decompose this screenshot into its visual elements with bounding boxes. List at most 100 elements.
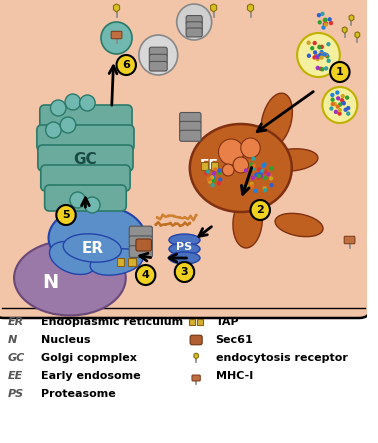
Text: N: N — [8, 335, 17, 345]
Circle shape — [207, 177, 211, 182]
Ellipse shape — [190, 124, 292, 212]
Circle shape — [314, 54, 318, 58]
Circle shape — [211, 174, 215, 179]
Circle shape — [324, 53, 329, 57]
Circle shape — [270, 183, 274, 187]
Text: 2: 2 — [256, 205, 264, 215]
FancyBboxPatch shape — [129, 246, 152, 257]
Circle shape — [217, 168, 222, 173]
Circle shape — [318, 45, 322, 50]
Ellipse shape — [169, 234, 200, 246]
Ellipse shape — [169, 252, 200, 264]
Circle shape — [267, 173, 272, 178]
Circle shape — [222, 164, 234, 176]
Circle shape — [208, 179, 212, 184]
Ellipse shape — [50, 241, 96, 275]
Circle shape — [258, 172, 262, 177]
Circle shape — [56, 205, 76, 225]
Circle shape — [330, 93, 335, 97]
FancyBboxPatch shape — [186, 16, 202, 24]
Circle shape — [342, 101, 346, 105]
Circle shape — [178, 216, 181, 219]
Circle shape — [257, 175, 261, 180]
Circle shape — [316, 57, 320, 61]
Circle shape — [260, 169, 265, 173]
FancyBboxPatch shape — [190, 335, 202, 345]
FancyBboxPatch shape — [186, 28, 202, 37]
Circle shape — [172, 214, 175, 218]
Text: Golgi copmplex: Golgi copmplex — [41, 353, 137, 363]
Circle shape — [262, 186, 267, 190]
Circle shape — [51, 100, 66, 116]
Circle shape — [218, 177, 222, 182]
Text: 4: 4 — [142, 270, 150, 280]
Circle shape — [263, 188, 267, 192]
Circle shape — [251, 176, 255, 180]
Text: TAP: TAP — [215, 317, 239, 327]
Circle shape — [84, 197, 100, 213]
Text: ER: ER — [8, 317, 24, 327]
Circle shape — [346, 106, 350, 110]
Circle shape — [338, 102, 342, 107]
Circle shape — [175, 262, 194, 282]
Circle shape — [330, 97, 335, 102]
Circle shape — [161, 214, 164, 217]
Circle shape — [189, 215, 192, 218]
Circle shape — [307, 54, 311, 58]
Circle shape — [327, 58, 331, 63]
Circle shape — [326, 42, 330, 47]
Circle shape — [183, 222, 186, 224]
Circle shape — [252, 164, 256, 168]
Circle shape — [346, 112, 350, 116]
Polygon shape — [197, 319, 203, 325]
Circle shape — [319, 52, 324, 56]
Text: endocytosis receptor: endocytosis receptor — [215, 353, 347, 363]
FancyBboxPatch shape — [45, 185, 126, 211]
Circle shape — [315, 55, 319, 59]
FancyBboxPatch shape — [180, 130, 201, 141]
Circle shape — [319, 50, 324, 54]
Text: Proteasome: Proteasome — [41, 389, 116, 399]
Circle shape — [341, 100, 345, 105]
Circle shape — [340, 98, 344, 102]
Circle shape — [317, 13, 321, 17]
Circle shape — [249, 163, 253, 167]
Circle shape — [257, 174, 261, 178]
Circle shape — [324, 53, 328, 57]
Bar — [0, 308, 367, 443]
Circle shape — [324, 66, 328, 70]
Circle shape — [263, 176, 267, 180]
Circle shape — [323, 18, 327, 23]
FancyBboxPatch shape — [149, 54, 167, 64]
Text: EE: EE — [8, 371, 23, 381]
Circle shape — [218, 139, 244, 165]
Circle shape — [333, 102, 337, 106]
Circle shape — [318, 20, 322, 24]
Text: Nucleus: Nucleus — [41, 335, 90, 345]
Circle shape — [244, 168, 248, 173]
Circle shape — [320, 12, 325, 16]
Circle shape — [177, 4, 212, 40]
Circle shape — [101, 22, 132, 54]
Circle shape — [167, 214, 170, 218]
FancyBboxPatch shape — [180, 113, 201, 124]
Text: Sec61: Sec61 — [215, 335, 253, 345]
Circle shape — [257, 167, 262, 172]
Circle shape — [318, 53, 322, 58]
Ellipse shape — [265, 149, 318, 171]
Circle shape — [322, 87, 357, 123]
Circle shape — [335, 90, 339, 95]
Circle shape — [338, 108, 342, 113]
Circle shape — [345, 95, 349, 100]
FancyBboxPatch shape — [344, 236, 355, 244]
Circle shape — [259, 174, 263, 179]
Circle shape — [297, 33, 340, 77]
Circle shape — [325, 54, 330, 58]
Circle shape — [328, 17, 332, 22]
Circle shape — [313, 41, 317, 45]
Circle shape — [213, 167, 217, 172]
Circle shape — [344, 108, 348, 112]
Circle shape — [259, 170, 263, 175]
Text: PS: PS — [8, 389, 24, 399]
Text: GC: GC — [8, 353, 25, 363]
